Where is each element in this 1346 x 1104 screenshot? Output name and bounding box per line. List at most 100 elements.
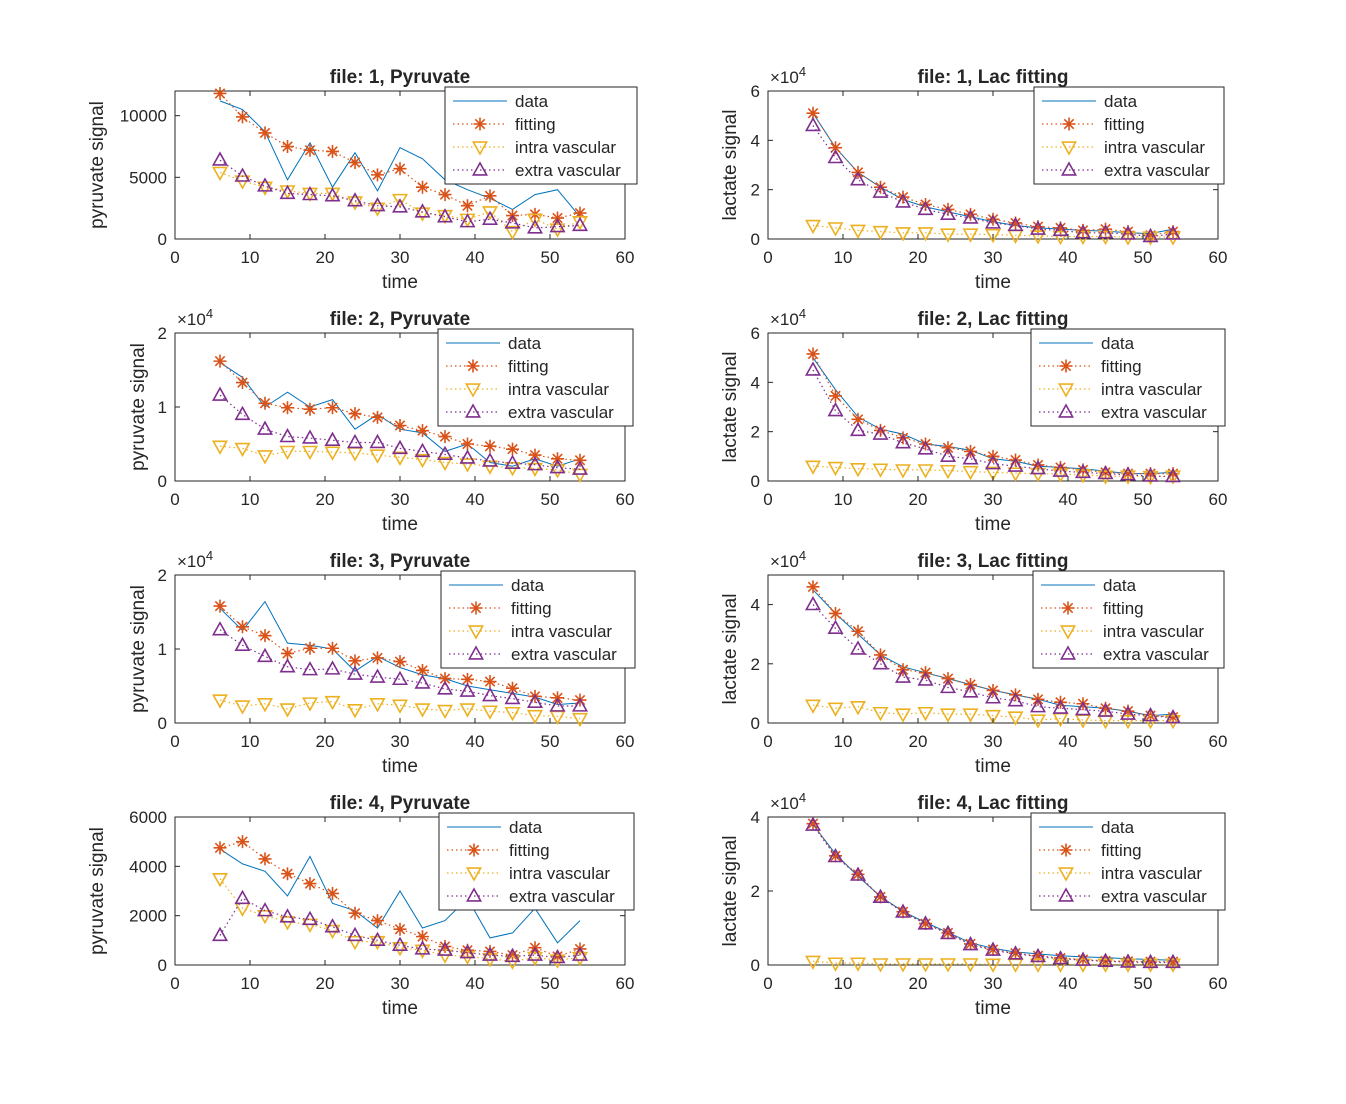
data-point xyxy=(236,620,249,634)
data-point xyxy=(391,198,409,213)
data-point xyxy=(326,144,339,158)
data-point xyxy=(1029,220,1047,235)
data-point xyxy=(1007,711,1024,726)
legend: data fitting intra vascular extra vascular xyxy=(1030,328,1226,427)
x-tick-label: 50 xyxy=(541,974,560,993)
data-point xyxy=(984,214,1002,229)
data-point xyxy=(872,463,889,478)
legend-marker xyxy=(465,867,483,882)
data-point xyxy=(1119,470,1137,485)
axis-exponent: ×104 xyxy=(770,790,806,813)
data-point xyxy=(984,941,1002,956)
data-point xyxy=(256,450,274,465)
data-point xyxy=(436,704,454,720)
data-point xyxy=(851,412,865,426)
chart-title: file: 4, Pyruvate xyxy=(330,793,470,814)
data-point xyxy=(549,459,566,474)
data-point xyxy=(279,445,296,461)
x-tick-label: 30 xyxy=(391,732,410,751)
x-tick-label: 0 xyxy=(170,974,179,993)
legend-marker xyxy=(1057,383,1075,398)
data-point xyxy=(369,935,386,951)
series-line xyxy=(812,704,1173,722)
series-line xyxy=(219,897,581,959)
axis-exponent: ×104 xyxy=(770,64,806,87)
data-point xyxy=(436,445,454,461)
legend: data fitting intra vascular extra vascular xyxy=(444,86,638,185)
x-tick-label: 50 xyxy=(541,248,560,267)
legend: data fitting intra vascular extra vascular xyxy=(1033,86,1225,185)
data-point xyxy=(849,171,867,186)
data-point xyxy=(1121,704,1135,718)
data-point xyxy=(483,189,497,203)
data-point xyxy=(1097,470,1114,485)
data-point xyxy=(804,361,822,376)
data-point xyxy=(1142,953,1159,969)
data-point xyxy=(234,636,251,652)
x-tick-label: 20 xyxy=(316,490,335,509)
data-point xyxy=(874,180,887,194)
legend-label: intra vascular xyxy=(1104,138,1205,157)
data-point xyxy=(1164,225,1182,240)
data-point xyxy=(459,458,476,473)
chart-title: file: 1, Pyruvate xyxy=(330,67,470,88)
data-point xyxy=(872,706,889,722)
legend-label: data xyxy=(509,818,543,837)
data-point xyxy=(391,193,409,209)
subplot-5: 0 10 20 30 40 50 60 0 1 2 ×104 file: 3, Pyruvate tim… xyxy=(128,548,636,777)
data-point xyxy=(459,213,476,228)
data-point xyxy=(894,227,912,242)
legend-label: extra vascular xyxy=(1103,645,1209,664)
data-point xyxy=(346,926,364,942)
data-point xyxy=(279,908,296,923)
exponent-base: ×10 xyxy=(770,552,799,571)
y-axis-label: lactate signal xyxy=(720,836,741,947)
data-point xyxy=(1076,223,1090,237)
legend-label: fitting xyxy=(1104,115,1145,134)
y-tick-label: 6 xyxy=(751,324,760,343)
data-point xyxy=(1166,955,1180,969)
legend-label: extra vascular xyxy=(1104,161,1210,180)
data-point xyxy=(1052,699,1069,714)
data-point xyxy=(549,697,566,712)
data-point xyxy=(919,197,932,211)
x-tick-label: 50 xyxy=(1134,490,1153,509)
data-point xyxy=(348,654,362,668)
x-tick-label: 40 xyxy=(1059,974,1078,993)
legend: data fitting intra vascular extra vascular xyxy=(1032,570,1225,669)
data-point xyxy=(1144,228,1157,242)
x-tick-label: 10 xyxy=(241,732,260,751)
legend-label: fitting xyxy=(509,841,550,860)
x-tick-label: 10 xyxy=(834,732,853,751)
y-axis-label: lactate signal xyxy=(720,110,741,221)
data-point xyxy=(1142,958,1159,973)
data-point xyxy=(939,958,957,973)
data-point xyxy=(894,903,912,918)
legend-label: intra vascular xyxy=(515,138,616,157)
data-point xyxy=(256,420,274,435)
x-tick-label: 0 xyxy=(170,732,179,751)
exponent-power: 4 xyxy=(799,306,806,321)
data-point xyxy=(571,697,589,712)
y-tick-label: 1 xyxy=(158,640,167,659)
x-tick-label: 50 xyxy=(1134,732,1153,751)
legend-label: extra vascular xyxy=(509,887,615,906)
data-point xyxy=(483,439,497,453)
data-point xyxy=(1029,460,1047,475)
data-point xyxy=(1119,705,1137,720)
data-point xyxy=(346,196,364,211)
data-point xyxy=(258,396,272,410)
data-point xyxy=(1164,467,1182,483)
legend-marker xyxy=(1059,359,1073,373)
data-point xyxy=(1009,216,1022,230)
data-point xyxy=(234,167,251,182)
legend-marker xyxy=(1060,141,1078,156)
data-point xyxy=(874,423,887,437)
legend-marker xyxy=(1057,887,1075,902)
data-point xyxy=(1052,950,1069,965)
data-point xyxy=(806,580,820,594)
data-point xyxy=(371,168,384,182)
legend-label: data xyxy=(1103,576,1137,595)
legend-marker xyxy=(1059,625,1077,640)
